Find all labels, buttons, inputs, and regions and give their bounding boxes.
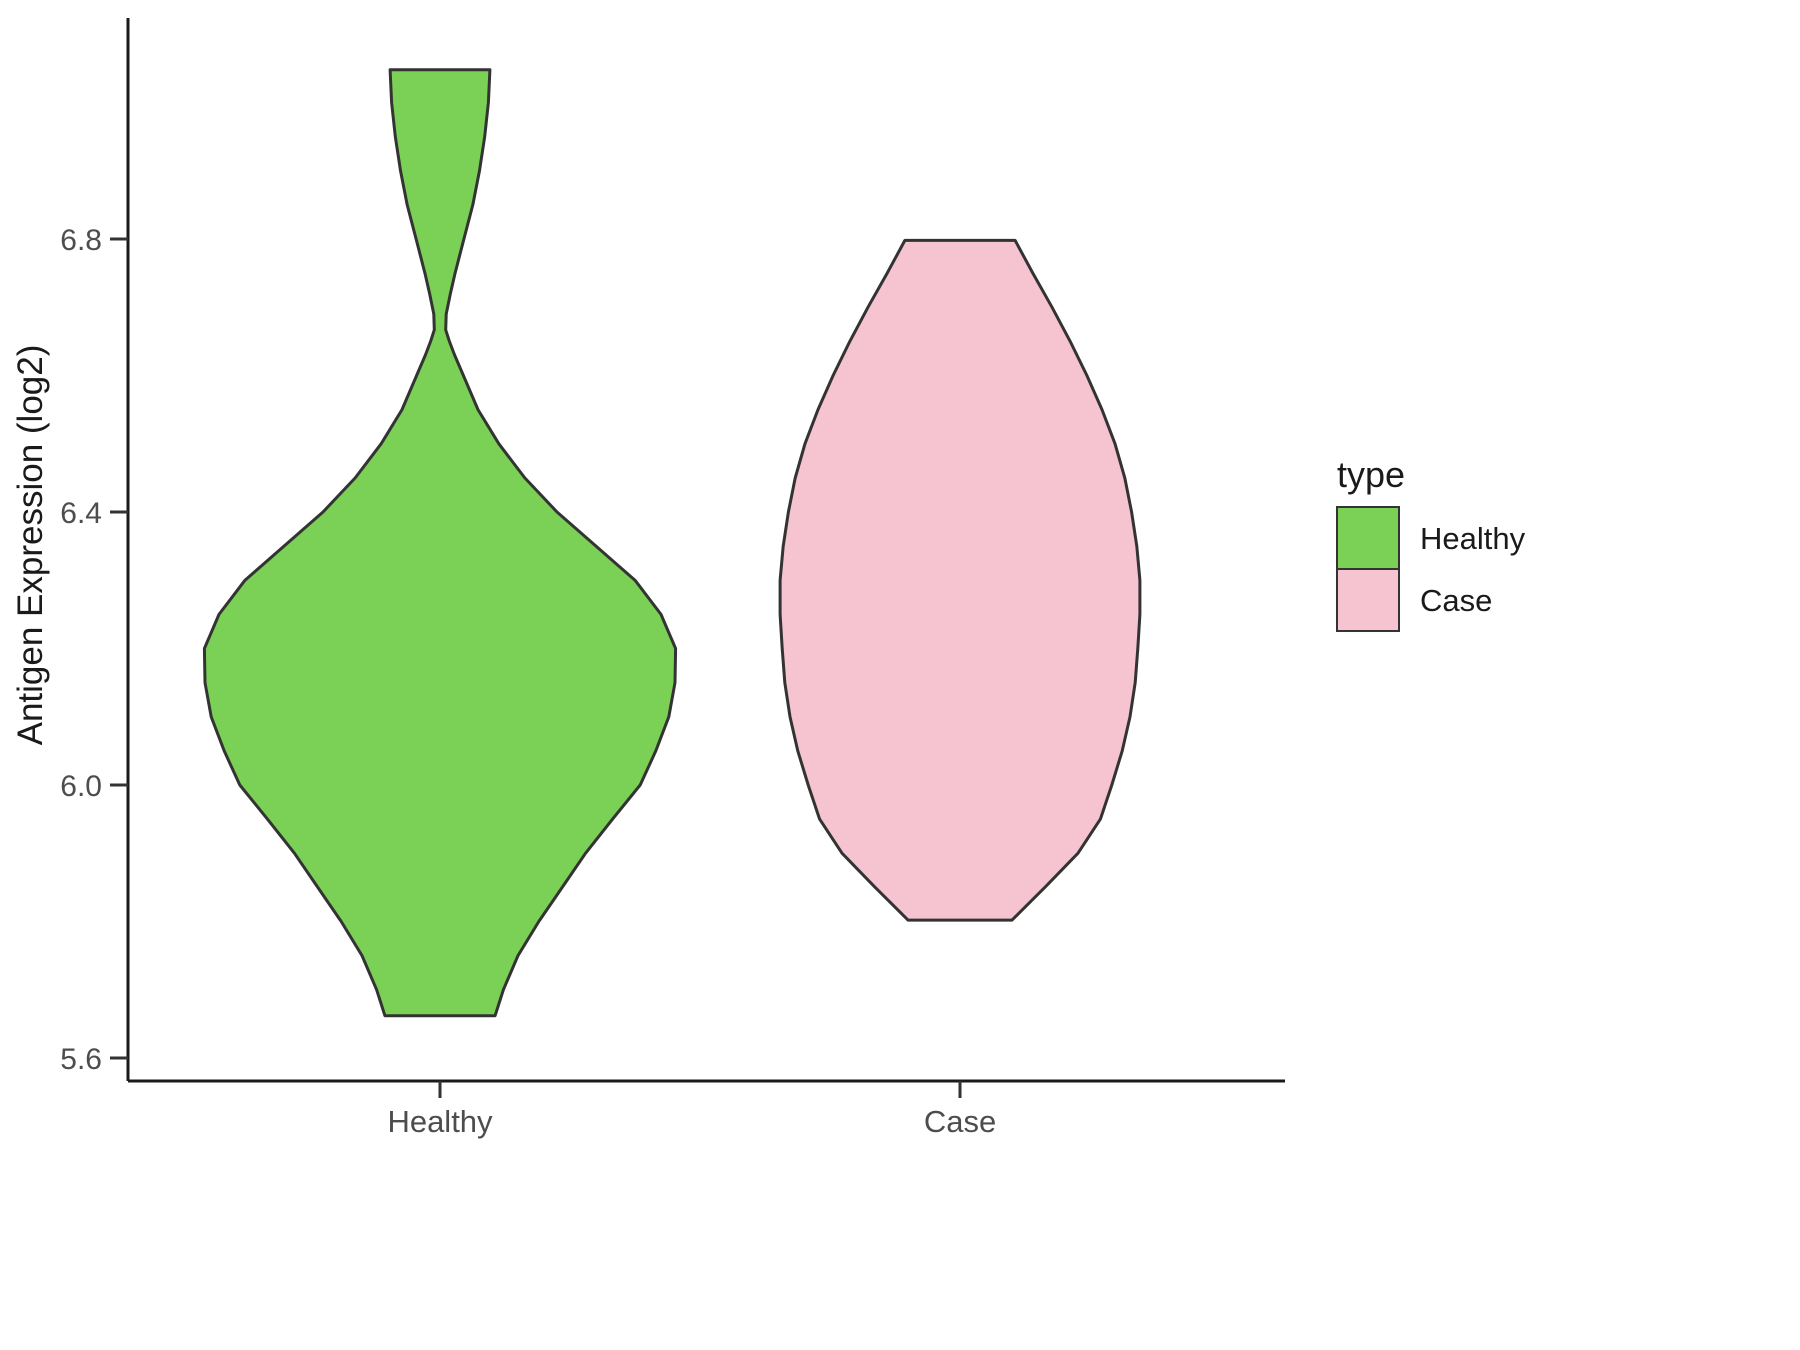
y-tick-label: 6.0 (60, 770, 102, 803)
x-category-labels: Healthy Case (387, 1104, 996, 1139)
x-category-label-case: Case (924, 1104, 996, 1139)
tick-marks (110, 237, 962, 1098)
legend-swatch-case (1336, 568, 1400, 632)
y-tick-labels: 5.6 6.0 6.4 6.8 (60, 224, 102, 1076)
violin-case (778, 238, 1142, 922)
legend-title: type (1337, 454, 1405, 495)
legend-label-healthy: Healthy (1420, 521, 1526, 556)
legend-label-case: Case (1420, 583, 1492, 618)
y-tick-label: 6.4 (60, 497, 102, 530)
x-category-label-healthy: Healthy (387, 1104, 493, 1139)
legend-swatch-healthy (1336, 506, 1400, 570)
y-axis-title: Antigen Expression (log2) (11, 345, 50, 746)
legend: type Healthy Case (1336, 454, 1526, 632)
y-tick-label: 6.8 (60, 224, 102, 257)
axes (126, 18, 1285, 1083)
y-tick-label: 5.6 (60, 1043, 102, 1076)
violin-healthy (202, 68, 678, 1018)
violins (202, 68, 1142, 1018)
